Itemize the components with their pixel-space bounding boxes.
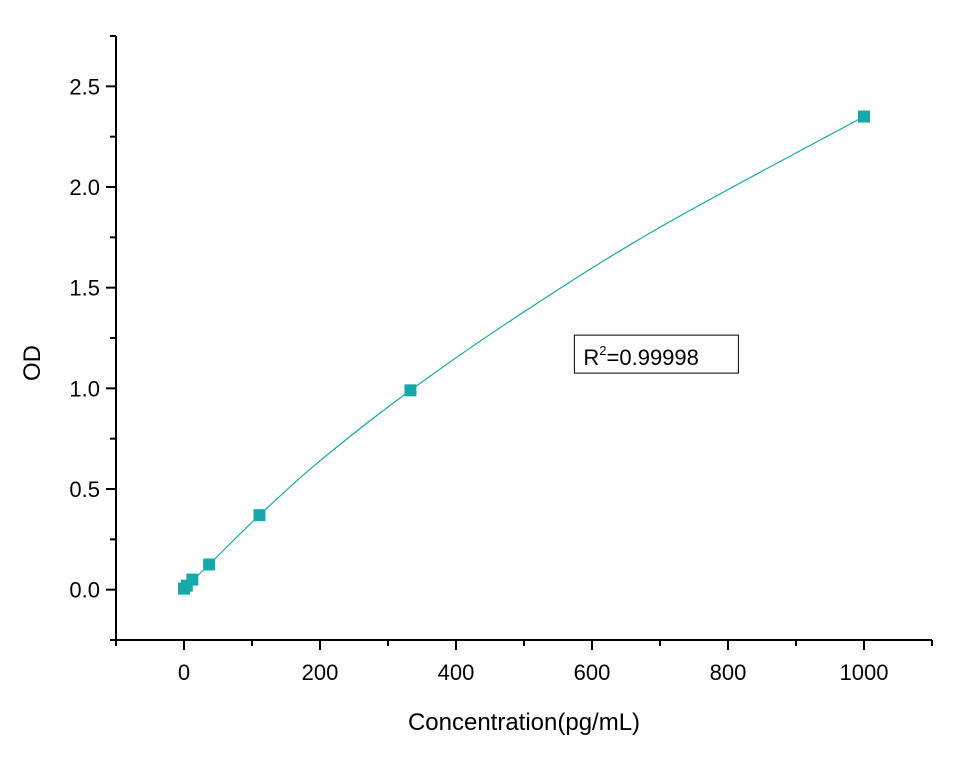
x-tick-label: 200 <box>302 660 339 685</box>
x-tick-label: 0 <box>178 660 190 685</box>
x-tick-label: 800 <box>710 660 747 685</box>
x-tick-label: 1000 <box>840 660 889 685</box>
y-axis-label: OD <box>19 345 46 381</box>
annotation-value: =0.99998 <box>607 345 699 370</box>
x-axis-label: Concentration(pg/mL) <box>408 709 640 736</box>
annotation-text: R2=0.99998 <box>583 343 699 370</box>
y-tick-label: 1.5 <box>69 276 100 301</box>
data-point <box>253 509 266 522</box>
fit-curve-line <box>183 116 865 590</box>
data-points-layer <box>178 110 870 595</box>
data-point <box>858 110 870 123</box>
fit-curve-layer <box>183 116 865 590</box>
annotation-base: R <box>583 345 599 370</box>
y-tick-label: 2.5 <box>69 74 100 99</box>
axes: 0 200 400 600 800 1000 0.0 0.5 1.0 1.5 2.0 2.5 <box>69 35 933 685</box>
y-tick-label: 0.0 <box>69 578 100 603</box>
annotation-superscript: 2 <box>599 343 606 358</box>
y-tick-label: 1.0 <box>69 376 100 401</box>
r-squared-annotation: R2=0.99998 <box>573 334 739 374</box>
x-tick-label: 600 <box>574 660 611 685</box>
data-point <box>404 384 417 397</box>
y-tick-label: 0.5 <box>69 477 100 502</box>
data-point <box>203 558 216 571</box>
x-tick-label: 400 <box>438 660 475 685</box>
data-point <box>186 573 199 586</box>
annotation-box <box>573 334 739 374</box>
y-tick-label: 2.0 <box>69 175 100 200</box>
